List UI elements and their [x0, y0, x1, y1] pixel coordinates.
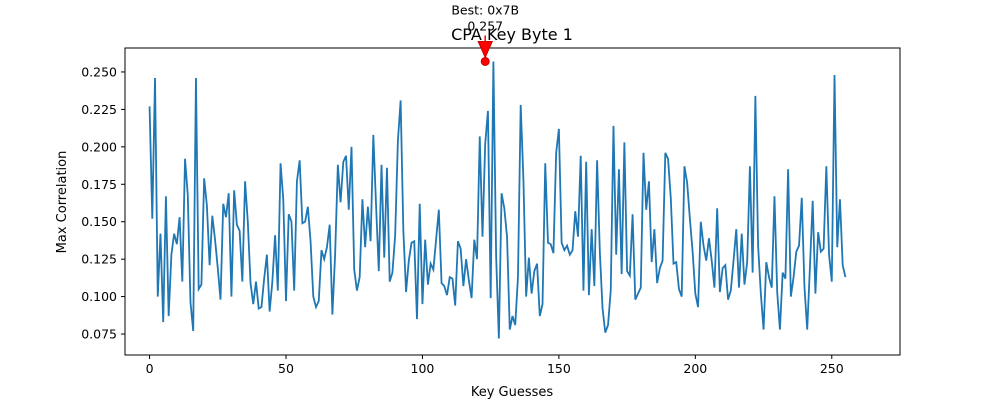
x-tick-label: 200 — [683, 361, 707, 376]
plot-area — [124, 47, 901, 356]
annotation-arrow-head — [477, 40, 493, 59]
x-tick-label: 0 — [146, 361, 154, 376]
best-key-annotation: Best: 0x7B 0.257 — [451, 2, 519, 66]
y-tick-label: 0.200 — [81, 139, 117, 154]
annotation-label-value: 0.257 — [467, 18, 503, 33]
y-tick-label: 0.075 — [81, 327, 117, 342]
best-key-marker — [480, 56, 490, 66]
x-tick-label: 250 — [820, 361, 844, 376]
y-tick-label: 0.175 — [81, 177, 117, 192]
series-line-max-correlation — [148, 61, 847, 339]
chart-title: CPA Key Byte 1 — [451, 25, 573, 44]
y-axis: 0.075 0.100 0.125 0.150 0.175 0.200 0.225 0.250 — [81, 64, 125, 342]
y-axis-label: Max Correlation — [55, 151, 70, 254]
x-tick-label: 50 — [278, 361, 294, 376]
y-tick-label: 0.100 — [81, 289, 117, 304]
y-tick-label: 0.150 — [81, 214, 117, 229]
x-tick-label: 150 — [547, 361, 571, 376]
x-tick-label: 100 — [411, 361, 435, 376]
x-axis: 0 50 100 150 200 250 — [146, 355, 844, 376]
y-tick-label: 0.125 — [81, 252, 117, 267]
annotation-label-best: Best: 0x7B — [451, 2, 519, 17]
x-axis-label: Key Guesses — [471, 385, 554, 400]
y-tick-label: 0.250 — [81, 64, 117, 79]
y-tick-label: 0.225 — [81, 102, 117, 117]
